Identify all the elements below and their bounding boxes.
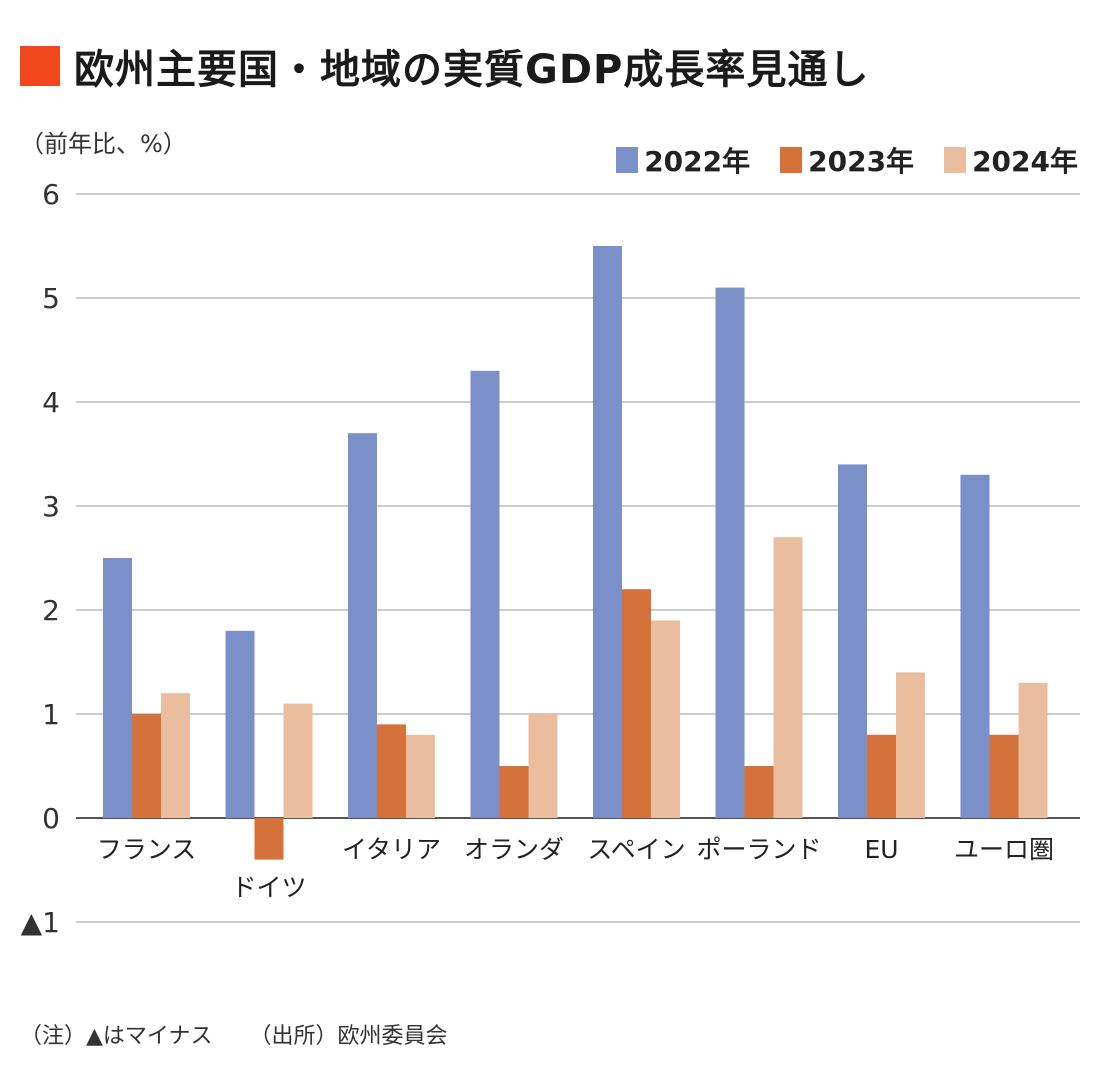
bar-2023-6 [867,734,896,818]
bar-2022-5 [715,287,745,819]
y-tick-label: 0 [42,802,60,835]
note-text: （注）▲はマイナス [20,1024,213,1049]
footnote: （注）▲はマイナス （出所）欧州委員会 [20,1018,478,1050]
bar-2024-3 [528,714,558,818]
bar-2022-7 [960,474,990,818]
x-category-label: フランス [97,835,197,864]
legend-item-2022: 2022年 [616,140,750,180]
bar-2022-4 [593,246,622,818]
bar-2023-0 [132,714,161,818]
y-tick-label: 6 [42,178,60,211]
unit-label: （前年比、%） [20,130,187,158]
bar-2022-1 [225,630,255,818]
x-category-label: イタリア [342,835,441,864]
bar-2023-5 [744,766,774,818]
source-text: （出所）欧州委員会 [249,1024,448,1049]
bar-2024-2 [406,734,435,818]
bar-2024-1 [283,703,313,818]
y-tick-label: 5 [42,282,60,315]
y-tick-label: 2 [42,594,60,627]
x-category-label: オランダ [464,835,564,864]
chart-title-block: 欧州主要国・地域の実質GDP成長率見通し [20,36,869,96]
bar-2022-2 [348,433,377,818]
bar-2022-3 [470,370,500,818]
bar-2022-6 [838,464,867,818]
x-category-label: スペイン [587,835,685,864]
x-category-label: ユーロ圏 [954,835,1054,864]
legend-swatch-2023 [780,147,803,173]
legend-swatch-2022 [616,147,639,173]
bar-2024-5 [773,537,803,818]
bar-2024-6 [896,672,925,818]
bar-2024-4 [651,620,680,818]
bar-2023-4 [622,589,651,818]
bar-2023-7 [989,734,1019,818]
x-category-label: ポーランド [696,835,821,864]
legend: 2022年 2023年 2024年 [616,140,1078,180]
bar-2024-0 [161,693,190,818]
legend-item-2023: 2023年 [780,140,914,180]
y-tick-label: 3 [42,490,60,523]
legend-label-2022: 2022年 [644,145,751,178]
legend-item-2024: 2024年 [944,140,1078,180]
bar-2023-3 [499,766,529,818]
x-category-label: EU [864,835,898,864]
title-marker [20,46,60,86]
legend-swatch-2024 [944,147,967,173]
bar-2022-0 [103,558,132,818]
y-tick-label: ▲1 [21,906,60,939]
y-tick-label: 4 [42,386,60,419]
legend-label-2024: 2024年 [972,145,1078,178]
bar-2024-7 [1018,682,1048,818]
y-tick-label: 1 [42,698,60,731]
bar-2023-1 [254,818,284,860]
chart-title: 欧州主要国・地域の実質GDP成長率見通し [74,47,870,93]
bar-2023-2 [377,724,406,818]
x-category-label: ドイツ [231,873,306,902]
legend-label-2023: 2023年 [808,145,915,178]
